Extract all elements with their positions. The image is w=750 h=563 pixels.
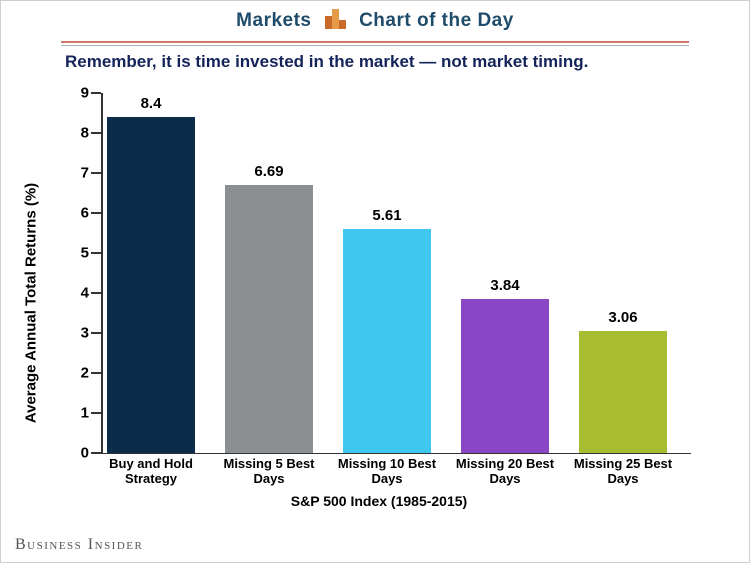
y-tick [91, 412, 101, 414]
header: Markets Chart of the Day [1, 1, 749, 41]
category-label: Missing 20 BestDays [449, 457, 561, 487]
bar: 8.4 [107, 117, 195, 453]
plot-region: 01234567898.46.695.613.843.06 [101, 93, 691, 454]
y-tick-label: 6 [67, 205, 89, 222]
footer-credit: Business Insider [15, 536, 143, 554]
bar-value-label: 8.4 [141, 95, 162, 112]
y-tick [91, 92, 101, 94]
y-tick-label: 2 [67, 365, 89, 382]
bar-value-label: 5.61 [372, 207, 401, 224]
bar: 6.69 [225, 185, 313, 453]
y-tick-label: 8 [67, 125, 89, 142]
chart-area: Average Annual Total Returns (%) 0123456… [59, 93, 699, 513]
bar-value-label: 3.06 [608, 309, 637, 326]
y-tick [91, 452, 101, 454]
y-axis-line [101, 93, 103, 453]
chart-frame: Markets Chart of the Day Remember, it is… [0, 0, 750, 563]
y-tick [91, 252, 101, 254]
rule-red [61, 41, 689, 43]
header-rules [61, 41, 689, 46]
y-tick [91, 332, 101, 334]
bars-icon [323, 9, 347, 35]
bar-value-label: 3.84 [490, 277, 519, 294]
chart-subtitle: Remember, it is time invested in the mar… [65, 52, 749, 72]
y-tick-label: 7 [67, 165, 89, 182]
bar: 3.84 [461, 299, 549, 453]
category-label: Buy and HoldStrategy [95, 457, 207, 487]
category-label: Missing 5 BestDays [213, 457, 325, 487]
y-tick-label: 4 [67, 285, 89, 302]
y-tick [91, 372, 101, 374]
bar: 5.61 [343, 229, 431, 453]
bar: 3.06 [579, 331, 667, 453]
y-tick [91, 132, 101, 134]
bar-value-label: 6.69 [254, 163, 283, 180]
header-left: Markets [236, 10, 311, 31]
y-tick [91, 212, 101, 214]
y-tick-label: 0 [67, 445, 89, 462]
y-tick-label: 1 [67, 405, 89, 422]
x-axis-title: S&P 500 Index (1985-2015) [59, 493, 699, 509]
header-right: Chart of the Day [359, 10, 514, 31]
y-tick [91, 172, 101, 174]
y-tick-label: 5 [67, 245, 89, 262]
y-tick-label: 9 [67, 85, 89, 102]
category-label: Missing 25 BestDays [567, 457, 679, 487]
rule-gray [61, 45, 689, 46]
y-tick [91, 292, 101, 294]
category-label: Missing 10 BestDays [331, 457, 443, 487]
y-axis-label: Average Annual Total Returns (%) [23, 183, 40, 423]
y-tick-label: 3 [67, 325, 89, 342]
